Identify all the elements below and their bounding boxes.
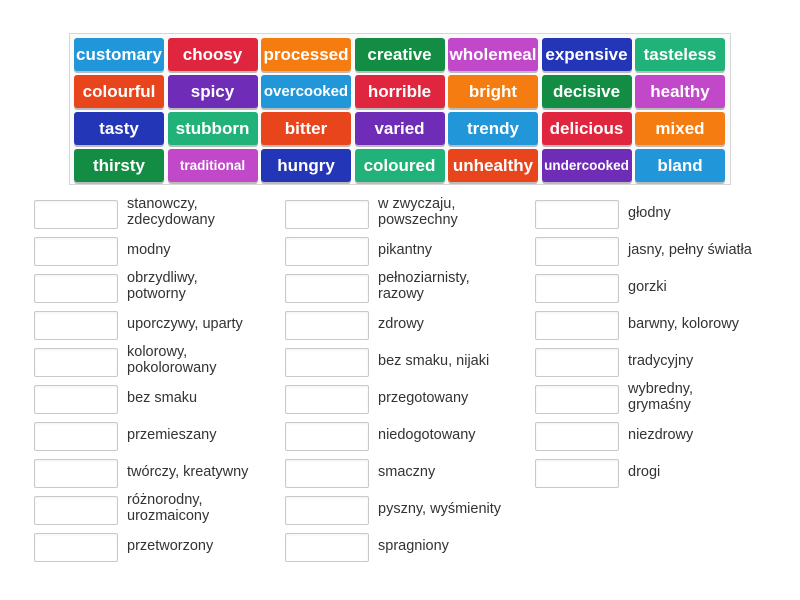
word-tile[interactable]: decisive — [541, 75, 632, 108]
word-tile[interactable]: customary — [74, 38, 164, 71]
drop-slot[interactable] — [285, 200, 369, 229]
drop-slot[interactable] — [34, 200, 118, 229]
word-tile[interactable]: tasty — [74, 112, 164, 145]
definition-label: w zwyczaju, powszechny — [378, 196, 458, 228]
word-tile[interactable]: undercooked — [541, 149, 632, 182]
word-tile[interactable]: expensive — [541, 38, 632, 71]
drop-slot[interactable] — [285, 237, 369, 266]
definition-label: gorzki — [628, 279, 667, 295]
word-tile[interactable]: overcooked — [261, 75, 351, 108]
word-tile[interactable]: bland — [635, 149, 725, 182]
word-tile[interactable]: mixed — [635, 112, 725, 145]
drop-slot[interactable] — [535, 237, 619, 266]
drop-slot[interactable] — [285, 311, 369, 340]
definition-label: kolorowy, pokolorowany — [127, 344, 217, 376]
definition-label: przemieszany — [127, 427, 217, 443]
definition-label: bez smaku — [127, 390, 198, 406]
drop-slot[interactable] — [34, 496, 118, 525]
word-tile[interactable]: colourful — [74, 75, 164, 108]
word-tile[interactable]: tasteless — [635, 38, 725, 71]
word-tile[interactable]: wholemeal — [448, 38, 538, 71]
word-tile[interactable]: traditional — [167, 149, 258, 182]
definition-label: modny — [127, 242, 171, 258]
word-tile[interactable]: thirsty — [74, 149, 164, 182]
definition-label: niedogotowany — [378, 427, 476, 443]
definition-label: wybredny, grymaśny — [628, 381, 694, 413]
drop-slot[interactable] — [285, 348, 369, 377]
word-tile[interactable]: horrible — [354, 75, 445, 108]
word-tile[interactable]: spicy — [167, 75, 258, 108]
word-tile[interactable]: unhealthy — [448, 149, 538, 182]
word-tile[interactable]: choosy — [167, 38, 258, 71]
drop-slot[interactable] — [34, 274, 118, 303]
definition-label: zdrowy — [378, 316, 424, 332]
drop-slot[interactable] — [535, 422, 619, 451]
definition-label: tradycyjny — [628, 353, 694, 369]
word-tile[interactable]: coloured — [354, 149, 445, 182]
drop-slot[interactable] — [285, 385, 369, 414]
drop-slot[interactable] — [285, 533, 369, 562]
word-tile[interactable]: processed — [261, 38, 351, 71]
definition-label: twórczy, kreatywny — [127, 464, 249, 480]
definition-label: stanowczy, zdecydowany — [127, 196, 215, 228]
word-tile[interactable]: bright — [448, 75, 538, 108]
word-tile[interactable]: creative — [354, 38, 445, 71]
definition-label: pyszny, wyśmienity — [378, 501, 502, 517]
definition-label: smaczny — [378, 464, 436, 480]
definition-label: głodny — [628, 205, 671, 221]
word-tile[interactable]: hungry — [261, 149, 351, 182]
definition-label: różnorodny, urozmaicony — [127, 492, 210, 524]
drop-slot[interactable] — [34, 533, 118, 562]
drop-slot[interactable] — [535, 385, 619, 414]
word-tile[interactable]: varied — [354, 112, 445, 145]
drop-slot[interactable] — [285, 274, 369, 303]
drop-slot[interactable] — [535, 200, 619, 229]
definition-label: spragniony — [378, 538, 449, 554]
definition-label: przetworzony — [127, 538, 214, 554]
drop-slot[interactable] — [535, 459, 619, 488]
definition-label: niezdrowy — [628, 427, 694, 443]
definition-label: bez smaku, nijaki — [378, 353, 490, 369]
word-tile[interactable]: bitter — [261, 112, 351, 145]
drop-slot[interactable] — [34, 385, 118, 414]
definition-label: barwny, kolorowy — [628, 316, 739, 332]
word-tile[interactable]: stubborn — [167, 112, 258, 145]
word-bank: customary choosy processed creative wholemea… — [69, 33, 731, 185]
word-tile[interactable]: trendy — [448, 112, 538, 145]
drop-slot[interactable] — [535, 348, 619, 377]
drop-slot[interactable] — [34, 311, 118, 340]
word-tile[interactable]: delicious — [541, 112, 632, 145]
definition-label: jasny, pełny światła — [628, 242, 752, 258]
drop-slot[interactable] — [34, 348, 118, 377]
definition-label: uporczywy, uparty — [127, 316, 243, 332]
drop-slot[interactable] — [285, 459, 369, 488]
drop-slot[interactable] — [34, 237, 118, 266]
drop-slot[interactable] — [535, 274, 619, 303]
definition-label: drogi — [628, 464, 661, 480]
definition-label: przegotowany — [378, 390, 469, 406]
drop-slot[interactable] — [535, 311, 619, 340]
drop-slot[interactable] — [34, 459, 118, 488]
drop-slot[interactable] — [285, 422, 369, 451]
definition-label: pikantny — [378, 242, 433, 258]
definition-label: pełnoziarnisty, razowy — [378, 270, 470, 302]
definition-label: obrzydliwy, potworny — [127, 270, 198, 302]
word-tile[interactable]: healthy — [635, 75, 725, 108]
drop-slot[interactable] — [34, 422, 118, 451]
drop-slot[interactable] — [285, 496, 369, 525]
